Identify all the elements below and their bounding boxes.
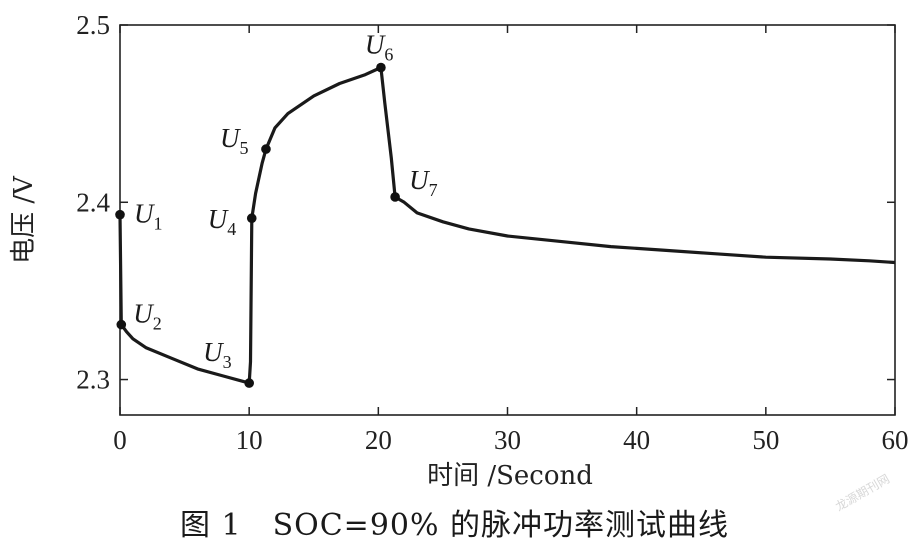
data-point-marker-u2 [116, 319, 127, 330]
x-tick-label: 50 [752, 425, 779, 455]
ticks-layer: 0 10 20 30 40 50 60 2.3 2.4 2.5 [76, 10, 908, 455]
point-label-u6: U6 [365, 30, 394, 65]
x-tick-label: 10 [236, 425, 263, 455]
point-label-u4: U4 [208, 204, 237, 239]
point-label-u7: U7 [409, 165, 438, 200]
point-label-u3: U3 [203, 337, 232, 372]
data-point-marker-u6 [376, 62, 386, 73]
data-point-marker-u7 [390, 192, 400, 202]
x-tick-label: 20 [365, 425, 392, 455]
data-point-marker-u5 [261, 144, 271, 154]
point-label-u2: U2 [133, 299, 162, 334]
point-label-u1: U1 [134, 199, 163, 234]
data-point-marker-u4 [246, 213, 257, 224]
y-axis-title: 电压 /V [9, 175, 39, 264]
x-axis-title: 时间 /Second [427, 461, 593, 491]
data-point-marker-u3 [244, 378, 254, 388]
figure-caption: 图 1 SOC=90% 的脉冲功率测试曲线 [179, 508, 730, 543]
data-point-marker-u1 [115, 209, 125, 220]
y-tick-label: 2.3 [76, 365, 110, 395]
x-tick-label: 60 [882, 425, 909, 455]
y-tick-label: 2.4 [76, 187, 110, 217]
x-tick-label: 40 [623, 425, 650, 455]
markers-layer: U1 U2 U3 U4 U5 U6 U7 [115, 30, 438, 388]
x-tick-label: 0 [113, 425, 127, 455]
point-label-u5: U5 [220, 123, 249, 158]
x-tick-label: 30 [494, 425, 521, 455]
y-tick-label: 2.5 [76, 10, 110, 40]
voltage-series-line [118, 65, 896, 385]
plot-frame [119, 24, 896, 416]
